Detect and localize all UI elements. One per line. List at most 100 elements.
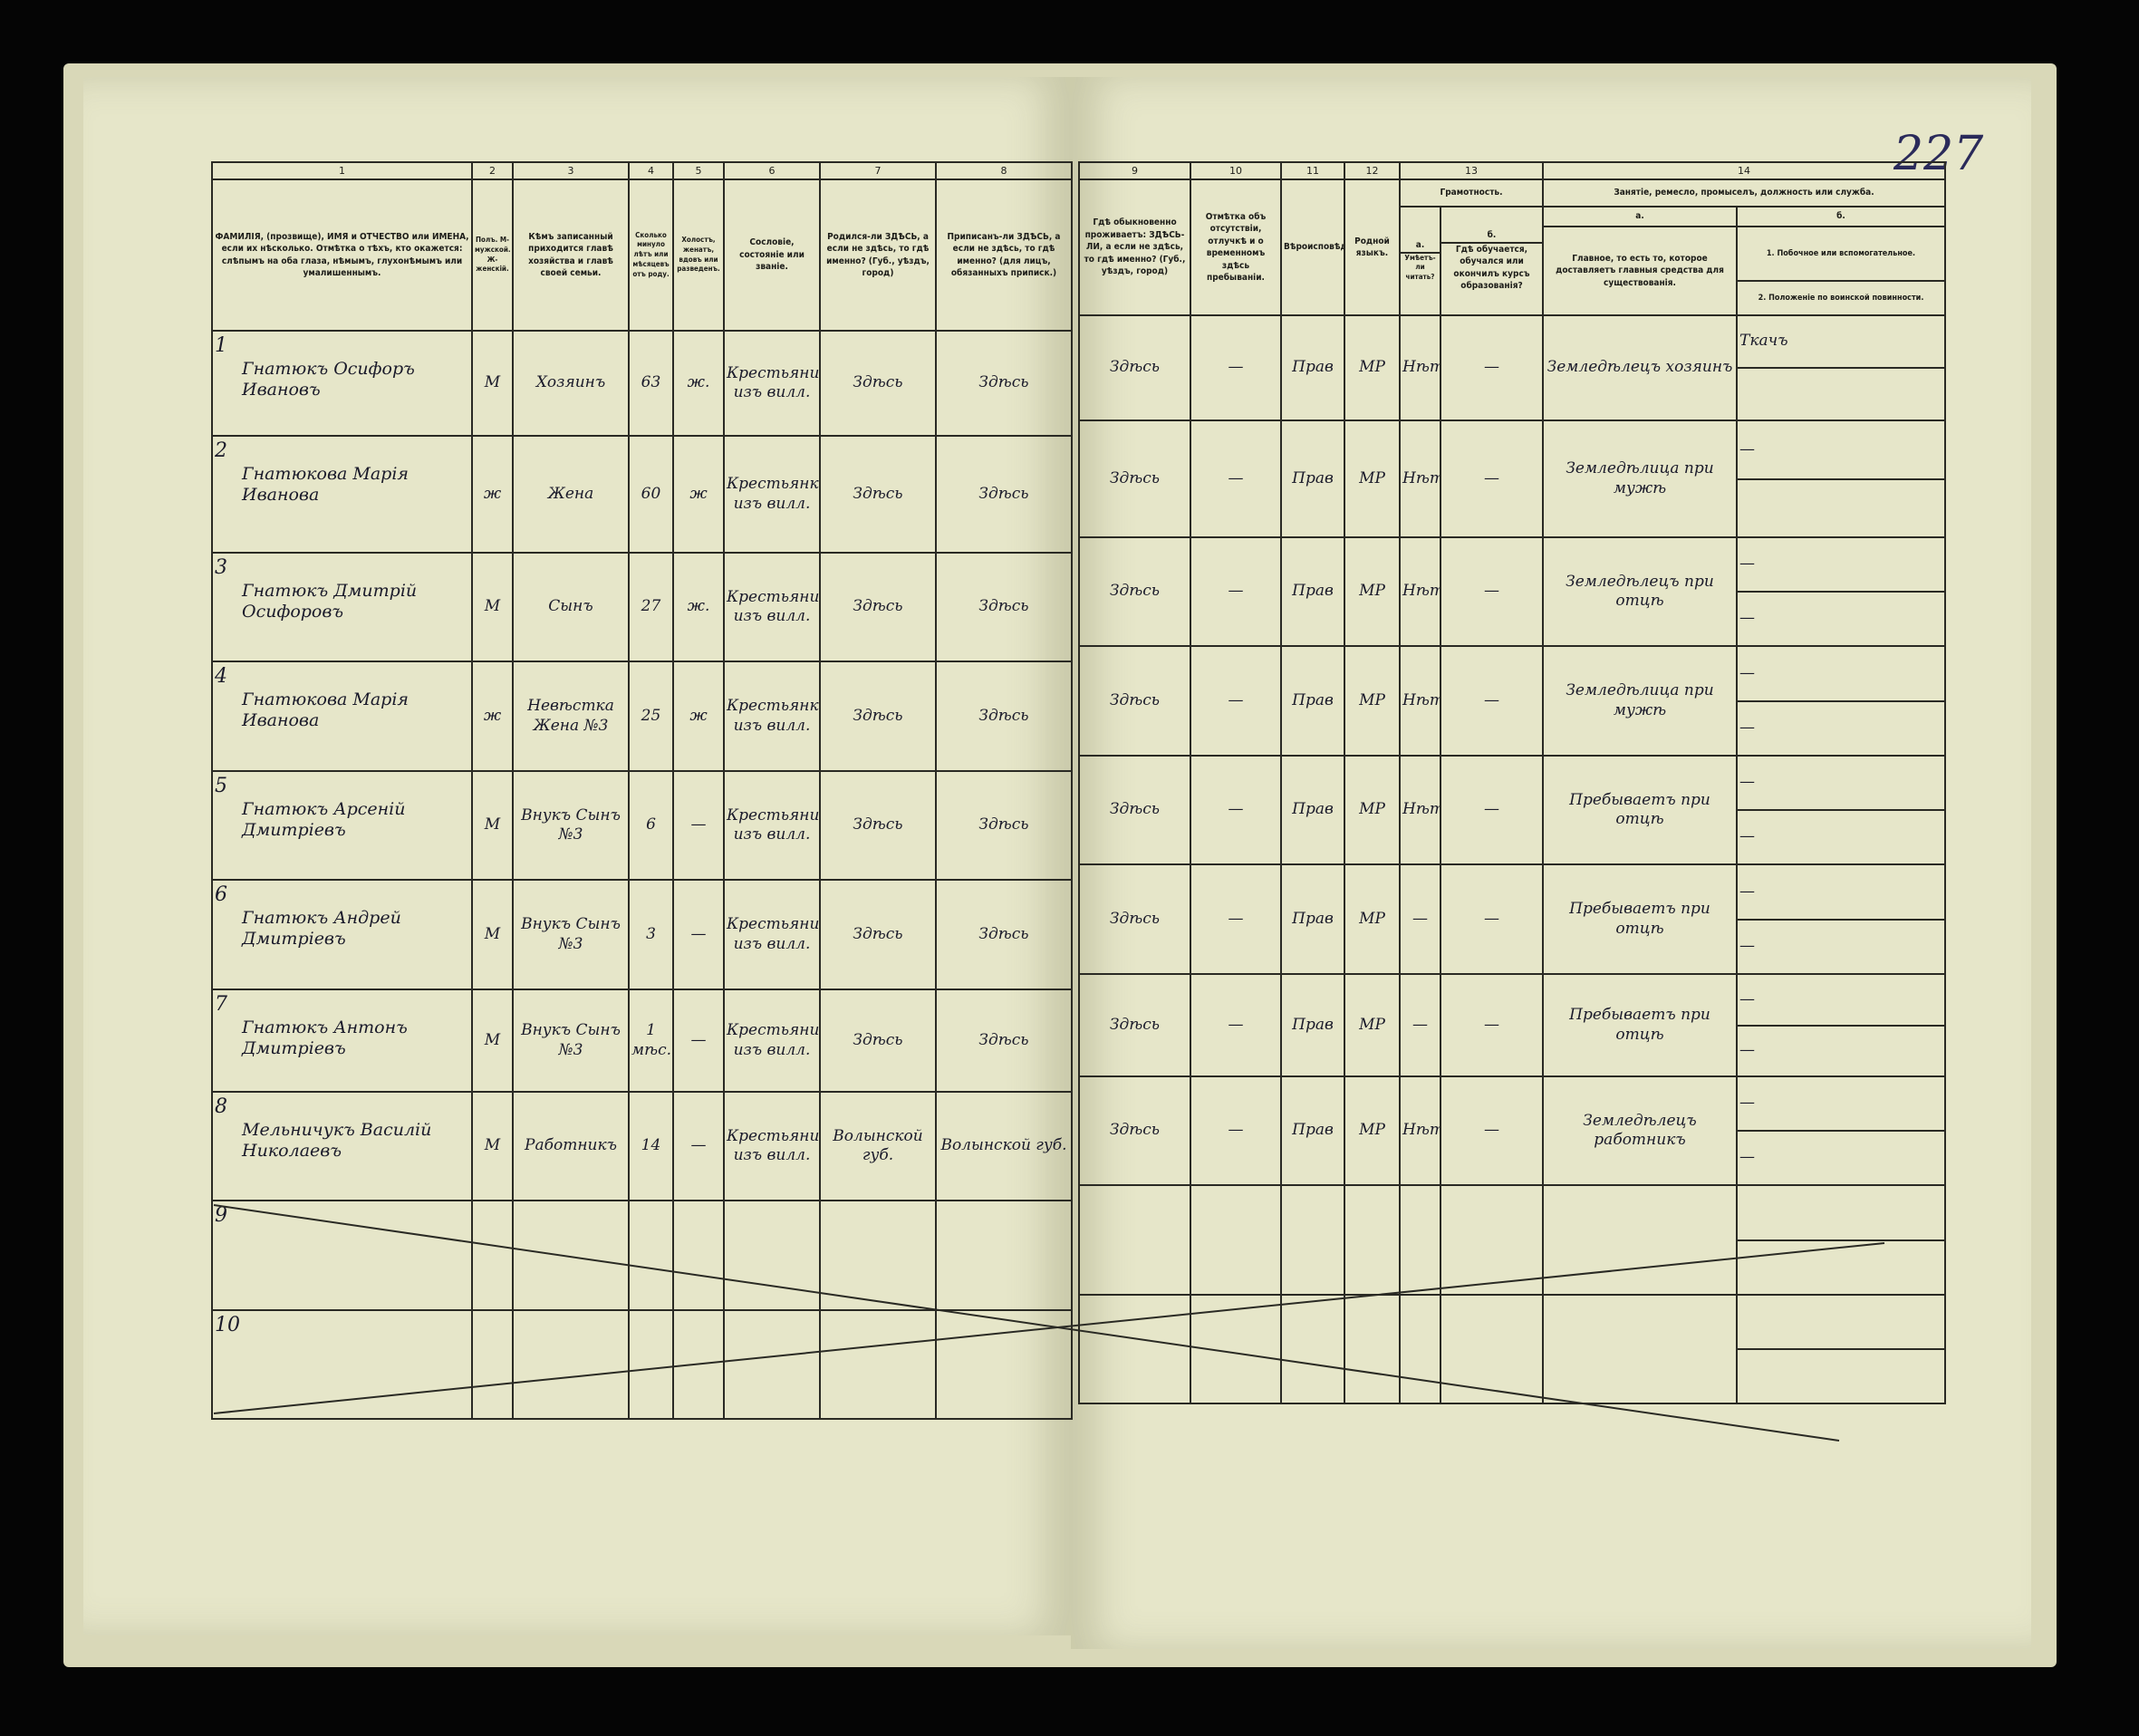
person-name-cell: 2 Гнатюкова Марія Иванова — [211, 435, 473, 554]
person-name: Гнатюкъ Дмитрій Осифоровъ — [242, 580, 418, 622]
row-number: 9 — [215, 1204, 227, 1227]
side-occupation-cell: — — [1736, 536, 1946, 593]
column-headers-row: ФАМИЛІЯ, (прозвище), ИМЯ и ОТЧЕСТВО или … — [211, 178, 1073, 332]
registered-cell: Волынской губ. — [935, 1091, 1073, 1201]
table-row: 2 Гнатюкова Марія Иванова ж Жена 60 ж Крестьян… — [211, 435, 1073, 554]
estate-cell: Крестьянинъ изъ вилл. — [723, 770, 821, 881]
col-num: 13 — [1399, 161, 1544, 180]
person-name: Мельничукъ Василій Николаевъ — [242, 1119, 432, 1162]
side-occupation-cell: — — [1736, 755, 1946, 811]
relation-cell: Невѣстка Жена №3 — [512, 661, 630, 772]
sex-cell: М — [471, 770, 514, 881]
age-cell: 14 — [628, 1091, 674, 1201]
language-cell — [1344, 1184, 1401, 1296]
col-num: 8 — [935, 161, 1073, 180]
religion-cell: Прав — [1280, 645, 1345, 757]
literate-cell — [1399, 1294, 1441, 1404]
age-cell: 25 — [628, 661, 674, 772]
table-row: 7 Гнатюкъ Антонъ Дмитріевъ М Внукъ Сынъ №3 1… — [211, 989, 1073, 1093]
absence-cell: — — [1190, 314, 1282, 421]
side-occupation-cell — [1736, 1294, 1946, 1350]
marital-cell: — — [672, 1091, 725, 1201]
header-literacy: Грамотность. — [1399, 178, 1544, 207]
occupation-cell — [1542, 1294, 1738, 1404]
person-name-cell: 1 Гнатюкъ Осифоръ Ивановъ — [211, 330, 473, 437]
registered-cell — [935, 1200, 1073, 1311]
military-status-cell — [1736, 367, 1946, 421]
estate-cell: Крестьянка изъ вилл. — [723, 661, 821, 772]
marital-cell: — — [672, 989, 725, 1093]
absence-cell — [1190, 1184, 1282, 1296]
marital-cell: ж — [672, 661, 725, 772]
born-cell — [819, 1309, 937, 1420]
schooling-cell: — — [1440, 863, 1544, 975]
col-num: 9 — [1078, 161, 1191, 180]
religion-cell: Прав — [1280, 1075, 1345, 1186]
military-status-cell: — — [1736, 809, 1946, 865]
military-status-cell: — — [1736, 919, 1946, 975]
religion-cell: Прав — [1280, 420, 1345, 538]
age-cell: 3 — [628, 879, 674, 990]
relation-cell: Работникъ — [512, 1091, 630, 1201]
military-status-cell: — — [1736, 1130, 1946, 1186]
header-absence: Отмѣтка объ отсутствіи, отлучкѣ и о врем… — [1190, 178, 1282, 316]
table-row: Здѣсь—ПравМРНѣтъ—Пребываетъ при отцѣ— — [1078, 755, 1946, 865]
header-age: Сколько минуло лѣтъ или мѣсяцевъ отъ род… — [628, 178, 674, 332]
header-registered: Приписанъ-ли ЗДѢСЬ, а если не здѣсь, то … — [935, 178, 1073, 332]
born-cell: Волынской губ. — [819, 1091, 937, 1201]
occupation-cell: Земледѣлецъ работникъ — [1542, 1075, 1738, 1186]
header-occupation: Занятіе, ремесло, промыселъ, должность и… — [1542, 178, 1946, 207]
age-cell: 60 — [628, 435, 674, 554]
table-row: Здѣсь—ПравМРНѣтъ—Земледѣлецъ работникъ— — [1078, 1075, 1946, 1186]
marital-cell: — — [672, 879, 725, 990]
table-row: 8 Мельничукъ Василій Николаевъ М Работникъ 1… — [211, 1091, 1073, 1201]
table-row: Здѣсь — Прав МР — — Пребываетъ при отцѣ — — [1078, 863, 1946, 975]
literate-cell — [1399, 1184, 1441, 1296]
person-name-cell: 5 Гнатюкъ Арсеній Дмитріевъ — [211, 770, 473, 881]
table-row-sub — [1079, 478, 1946, 538]
language-cell: МР — [1344, 314, 1401, 421]
header-language: Родной языкъ. — [1344, 178, 1401, 316]
marital-cell: — — [672, 770, 725, 881]
literate-cell: Нѣтъ — [1399, 314, 1441, 421]
header-side-occupation: 1. Побочное или вспомогательное. — [1736, 226, 1946, 282]
estate-cell — [723, 1309, 821, 1420]
col-num: 5 — [672, 161, 725, 180]
letter: а. — [1402, 239, 1439, 254]
table-row-sub: — — [1079, 809, 1946, 865]
col-num: 14 — [1542, 161, 1946, 180]
residence-cell: Здѣсь — [1078, 755, 1191, 865]
residence-cell: Здѣсь — [1078, 973, 1191, 1077]
military-status-cell: — — [1736, 700, 1946, 757]
table-row-sub: — — [1079, 1130, 1946, 1186]
subheader-row: Главное, то есть то, которое доставляетъ… — [1079, 226, 1946, 316]
language-cell: МР — [1344, 973, 1401, 1077]
residence-cell: Здѣсь — [1078, 314, 1191, 421]
header-13b: б. Гдѣ обучается, обучался или окончилъ к… — [1440, 206, 1544, 316]
header-estate: Сословіе, состояніе или званіе. — [723, 178, 821, 332]
side-occupation-cell: Ткачъ — [1736, 314, 1946, 369]
header-relation: Кѣмъ записанный приходится главѣ хозяйст… — [512, 178, 630, 332]
registered-cell: Здѣсь — [935, 552, 1073, 662]
table-row: Здѣсь—ПравМРНѣтъ—Земледѣлица при мужѣ— — [1078, 420, 1946, 538]
sex-cell — [471, 1309, 514, 1420]
registered-cell: Здѣсь — [935, 330, 1073, 437]
sex-cell: М — [471, 989, 514, 1093]
header-sex: Полъ. М-мужской. Ж-женскій. — [471, 178, 514, 332]
table-row: 10 — [211, 1309, 1073, 1420]
table-row: 3 Гнатюкъ Дмитрій Осифоровъ М Сынъ 27 ж. Крест… — [211, 552, 1073, 662]
col-num: 6 — [723, 161, 821, 180]
subheader-row: 2. Положеніе по воинской повинности. — [1079, 280, 1946, 316]
occupation-cell: Земледѣлецъ хозяинъ — [1542, 314, 1738, 421]
language-cell: МР — [1344, 863, 1401, 975]
absence-cell: — — [1190, 645, 1282, 757]
col-num: 7 — [819, 161, 937, 180]
literate-cell: — — [1399, 863, 1441, 975]
header-13a: а. Умѣетъ-ли читать? — [1399, 206, 1441, 316]
occupation-cell — [1542, 1184, 1738, 1296]
person-name: Гнатюкъ Арсеній Дмитріевъ — [242, 798, 406, 841]
residence-cell: Здѣсь — [1078, 420, 1191, 538]
col-num: 1 — [211, 161, 473, 180]
estate-cell: Крестьянинъ изъ вилл. — [723, 989, 821, 1093]
relation-cell — [512, 1200, 630, 1311]
